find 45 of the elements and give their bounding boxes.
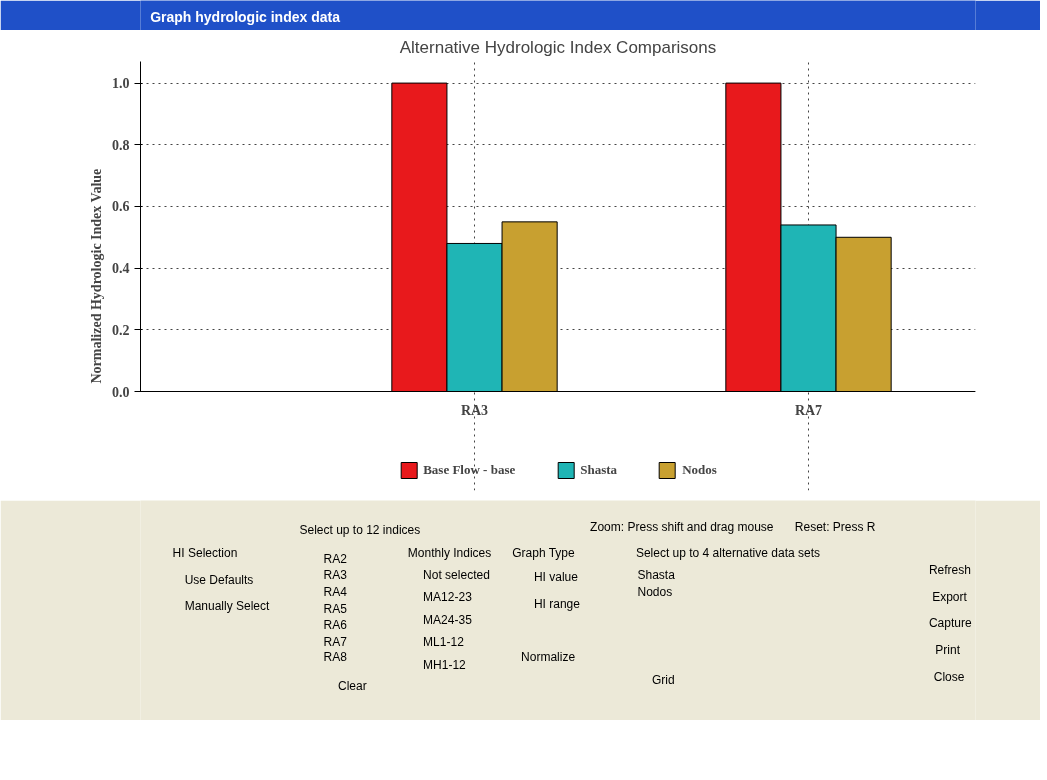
y-tick-label: 0.6 — [112, 199, 130, 215]
y-tick-label: 1.0 — [112, 76, 130, 92]
text: Normalize — [521, 649, 576, 664]
y-axis-title: Normalized Hydrologic Index Value — [89, 168, 104, 384]
text: Capture — [928, 615, 972, 630]
text: RA8 — [323, 649, 348, 664]
legend-label: Shasta — [580, 462, 618, 478]
text: RA3 — [323, 567, 348, 582]
legend-label: Base Flow - base — [423, 462, 516, 478]
text: HI range — [533, 596, 581, 611]
chart-title: Alternative Hydrologic Index Comparisons — [399, 37, 717, 57]
legend-label: Nodos — [682, 462, 717, 478]
text: Graph hydrologic index data — [150, 8, 341, 25]
text: Select up to 12 indices — [299, 522, 421, 537]
text: MA12-23 — [423, 589, 473, 604]
text: Refresh — [928, 562, 971, 577]
text: Close — [933, 669, 965, 684]
text: RA2 — [323, 551, 348, 566]
text: Manually Select — [184, 598, 271, 613]
text: RA7 — [323, 634, 348, 649]
text: RA4 — [323, 584, 348, 599]
text: Nodos — [637, 584, 673, 599]
text: Select up to 4 alternative data sets — [635, 545, 820, 560]
text: RA6 — [323, 617, 348, 632]
text: Grid — [651, 672, 675, 687]
y-tick-label: 0.4 — [112, 261, 130, 277]
text: MH1-12 — [423, 657, 467, 672]
y-tick-label: 0.2 — [112, 322, 130, 338]
text: HI value — [533, 569, 579, 584]
text: Not selected — [423, 567, 490, 582]
text: Reset: Press R — [794, 519, 876, 534]
y-tick-label: 0.8 — [112, 137, 130, 153]
y-tick-label: 0.0 — [112, 384, 130, 400]
text: Use Defaults — [184, 572, 254, 587]
text: Clear — [338, 678, 367, 693]
text: Zoom: Press shift and drag mouse — [590, 519, 774, 534]
text: MA24-35 — [423, 612, 473, 627]
text: Monthly Indices — [407, 545, 492, 560]
text: ML1-12 — [423, 634, 465, 649]
text: Shasta — [637, 567, 676, 582]
text: RA5 — [323, 601, 348, 616]
text: Print — [935, 642, 961, 657]
text: Export — [932, 589, 968, 604]
text: Graph Type — [512, 545, 576, 560]
text: HI Selection — [172, 545, 238, 560]
